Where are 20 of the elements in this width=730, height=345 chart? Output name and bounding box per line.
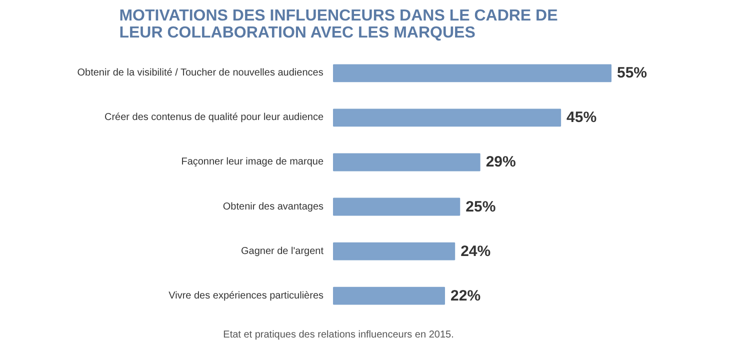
text: Etat et pratiques des relations influenceurs en 2015. bbox=[223, 330, 454, 340]
data-label: 24% bbox=[460, 242, 491, 260]
data-label: 55% bbox=[617, 64, 648, 82]
y-tick-label: Façonner leur image de marque bbox=[181, 156, 324, 168]
y-tick-label: Vivre des expériences particulières bbox=[168, 290, 324, 302]
bar bbox=[333, 286, 446, 305]
y-tick-label: Obtenir de la visibilité / Toucher de nouvelles audiences bbox=[77, 68, 324, 79]
chart-title: MOTIVATIONS DES INFLUENCEURS DANS LE CADRE DE LEUR COLLABORATION AVEC LES MARQUES bbox=[119, 8, 558, 42]
bar bbox=[333, 108, 562, 127]
bar bbox=[333, 153, 480, 172]
y-tick-label: Créer des contenus de qualité pour leur audience bbox=[104, 112, 324, 124]
y-tick-label: Gagner de l'argent bbox=[240, 246, 324, 257]
y-tick-label: Obtenir des avantages bbox=[222, 201, 324, 212]
bar bbox=[333, 198, 460, 216]
bar bbox=[333, 242, 456, 260]
data-label: 29% bbox=[486, 154, 516, 171]
bar bbox=[333, 64, 612, 82]
data-label: 22% bbox=[450, 287, 481, 304]
data-label: 25% bbox=[466, 198, 496, 216]
data-label: 45% bbox=[566, 109, 597, 126]
